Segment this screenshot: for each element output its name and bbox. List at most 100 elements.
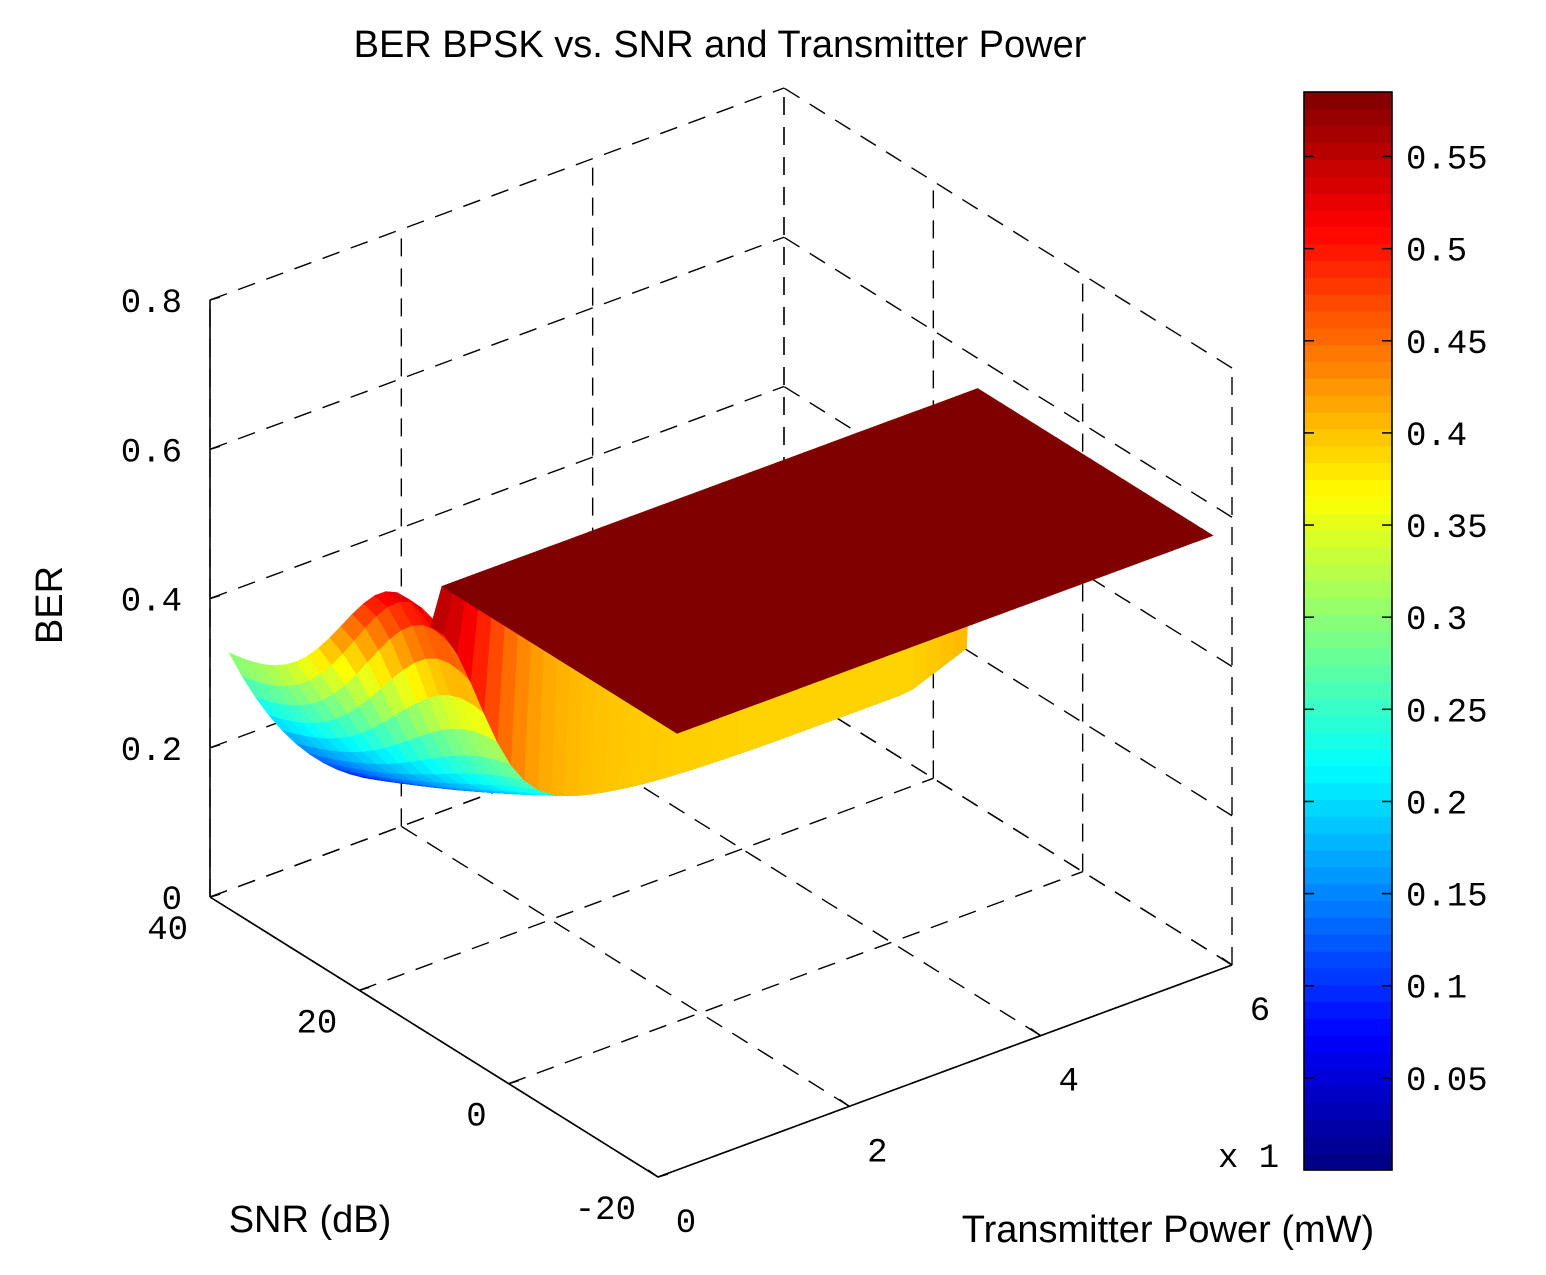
- colorbar-swatch: [1304, 1102, 1392, 1120]
- x-axis-line: [657, 964, 1233, 1178]
- colorbar-swatch: [1304, 1035, 1392, 1053]
- colorbar-swatch: [1304, 782, 1392, 800]
- y-tick-label: 40: [147, 912, 188, 950]
- colorbar-tick-label: 0.25: [1406, 694, 1488, 732]
- colorbar-tick-label: 0.05: [1406, 1063, 1488, 1101]
- colorbar-tick-label: 0.5: [1406, 234, 1467, 272]
- colorbar-swatch: [1304, 361, 1392, 379]
- colorbar-swatch: [1304, 614, 1392, 632]
- colorbar-swatch: [1304, 984, 1392, 1003]
- colorbar-swatch: [1304, 799, 1392, 817]
- colorbar-swatch: [1304, 1001, 1392, 1019]
- colorbar-swatch: [1304, 462, 1392, 480]
- colorbar-swatch: [1304, 378, 1392, 396]
- colorbar-swatch: [1304, 664, 1392, 683]
- colorbar-swatch: [1304, 125, 1392, 144]
- colorbar-swatch: [1304, 428, 1392, 447]
- colorbar-swatch: [1304, 681, 1392, 699]
- colorbar-swatch: [1304, 715, 1392, 733]
- z-tick-label: 0.4: [121, 584, 182, 622]
- y-tick-label: -20: [575, 1192, 636, 1230]
- colorbar-swatch: [1304, 833, 1392, 851]
- z-axis-label: BER: [29, 566, 71, 644]
- colorbar-swatch: [1304, 1085, 1392, 1104]
- colorbar-tick-label: 0.35: [1406, 510, 1488, 548]
- colorbar-swatch: [1304, 496, 1392, 514]
- colorbar-swatch: [1304, 513, 1392, 531]
- colorbar-swatch: [1304, 311, 1392, 329]
- z-tick-label: 0.6: [121, 434, 182, 472]
- colorbar-swatch: [1304, 951, 1392, 969]
- colorbar-swatch: [1304, 563, 1392, 581]
- colorbar-swatch: [1304, 580, 1392, 598]
- back-wall-grid-line: [209, 87, 785, 301]
- colorbar-swatch: [1304, 243, 1392, 261]
- colorbar-swatch: [1304, 327, 1392, 346]
- colorbar-tick-label: 0.55: [1406, 141, 1488, 179]
- colorbar-swatch: [1304, 1153, 1392, 1171]
- colorbar-tick-label: 0.15: [1406, 879, 1488, 917]
- back-wall-grid-line: [209, 385, 785, 600]
- y-axis-line: [209, 896, 659, 1178]
- colorbar-swatch: [1304, 883, 1392, 902]
- x-tick-label: 0: [676, 1205, 696, 1243]
- z-tick-label: 0.2: [121, 733, 182, 771]
- colorbar-swatch: [1304, 732, 1392, 750]
- colorbar-swatch: [1304, 277, 1392, 295]
- back-wall-grid-line: [209, 236, 785, 450]
- colorbar-swatch: [1304, 108, 1392, 127]
- colorbar-swatch: [1304, 142, 1392, 160]
- axes-grid: [209, 87, 1233, 1178]
- colorbar-swatch: [1304, 816, 1392, 834]
- colorbar-swatch: [1304, 698, 1392, 716]
- x-tick-label: 2: [867, 1134, 887, 1172]
- colorbar-swatch: [1304, 176, 1392, 194]
- surface-patch: [1187, 528, 1214, 541]
- colorbar-swatch: [1304, 917, 1392, 935]
- colorbar-swatch: [1304, 479, 1392, 497]
- y-axis-label: SNR (dB): [229, 1199, 392, 1241]
- colorbar-swatch: [1304, 631, 1392, 649]
- y-tick-label: 0: [466, 1099, 486, 1137]
- colorbar-swatch: [1304, 529, 1392, 548]
- chart-title: BER BPSK vs. SNR and Transmitter Power: [354, 24, 1087, 66]
- colorbar-swatch: [1304, 445, 1392, 464]
- colorbar-swatch: [1304, 1119, 1392, 1137]
- colorbar-swatch: [1304, 1136, 1392, 1154]
- y-tick-label: 20: [297, 1005, 338, 1043]
- colorbar-swatch: [1304, 765, 1392, 784]
- colorbar-tick-label: 0.1: [1406, 971, 1467, 1009]
- colorbar-swatch: [1304, 647, 1392, 666]
- z-tick-label: 0.8: [121, 285, 182, 323]
- colorbar-swatch: [1304, 1068, 1392, 1087]
- colorbar-swatch: [1304, 967, 1392, 986]
- colorbar-tick-label: 0.45: [1406, 326, 1488, 364]
- z-tick-label: 0: [162, 882, 182, 920]
- colorbar-swatch: [1304, 395, 1392, 413]
- floor-grid-line: [400, 825, 850, 1107]
- colorbar-swatch: [1304, 900, 1392, 918]
- colorbar-swatch: [1304, 934, 1392, 952]
- x-axis-label: Transmitter Power (mW): [962, 1209, 1374, 1251]
- floor-grid-line: [783, 684, 1233, 966]
- floor-grid-line: [508, 871, 1083, 1085]
- colorbar-swatch: [1304, 1052, 1392, 1070]
- colorbar-swatch: [1304, 866, 1392, 885]
- colorbar-swatch: [1304, 226, 1392, 245]
- floor-grid-line: [359, 777, 934, 991]
- colorbar-tick-label: 0.3: [1406, 602, 1467, 640]
- side-wall-grid-line: [783, 87, 1233, 369]
- colorbar-swatch: [1304, 209, 1392, 228]
- ber-surface: [228, 388, 1214, 797]
- colorbar-swatch: [1304, 412, 1392, 430]
- colorbar-swatch: [1304, 597, 1392, 615]
- x-axis-multiplier-label: x 1: [1218, 1140, 1279, 1178]
- colorbar-swatch: [1304, 260, 1392, 278]
- colorbar-swatch: [1304, 92, 1392, 110]
- colorbar-swatch: [1304, 748, 1392, 767]
- x-tick-label: 4: [1058, 1064, 1078, 1102]
- colorbar-swatch: [1304, 1018, 1392, 1036]
- colorbar-swatch: [1304, 159, 1392, 177]
- colorbar-tick-label: 0.2: [1406, 786, 1467, 824]
